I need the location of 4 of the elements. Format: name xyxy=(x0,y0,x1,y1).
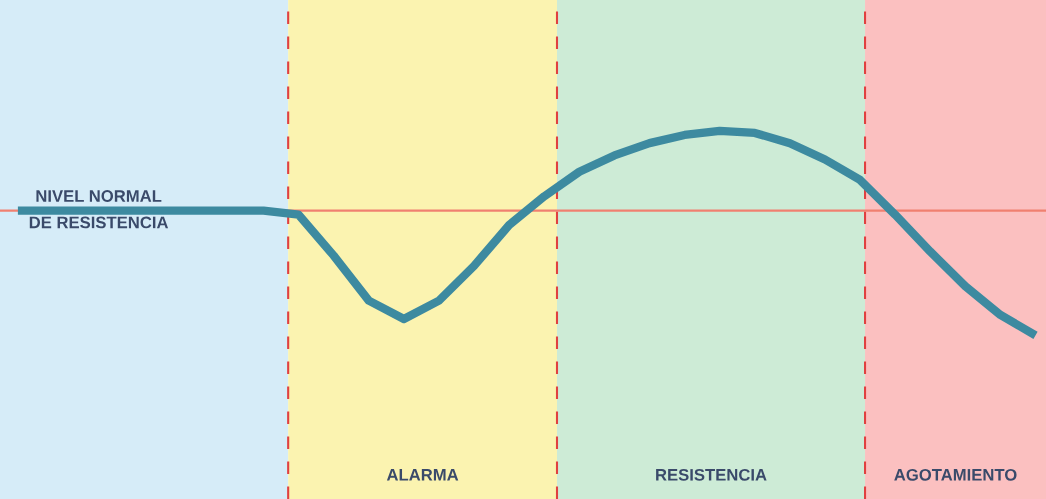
text: AGOTAMIENTO xyxy=(894,468,1017,481)
text: RESISTENCIA xyxy=(656,468,767,481)
ref-line-label: NIVEL NORMAL DE RESISTENCIA xyxy=(29,190,169,229)
text: ALARMA xyxy=(386,469,459,481)
